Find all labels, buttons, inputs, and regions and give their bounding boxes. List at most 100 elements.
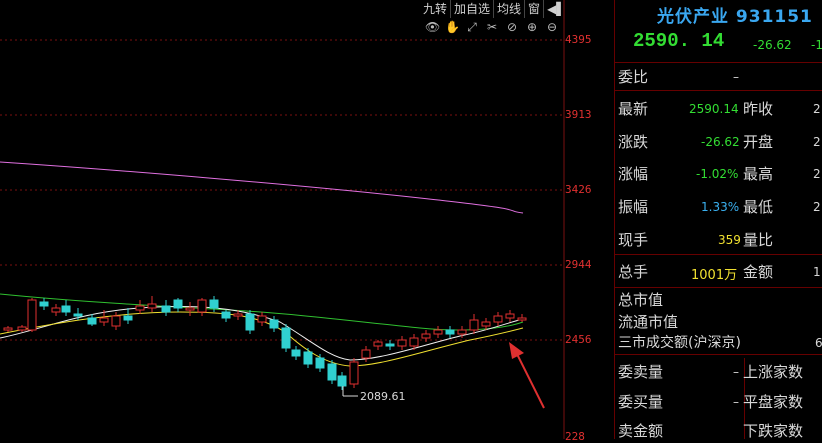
- flat-count-label: 平盘家数: [743, 393, 804, 411]
- sell-value: –: [733, 365, 739, 379]
- ma-yellow-line: [0, 311, 524, 367]
- scissors-icon[interactable]: ✂: [486, 20, 498, 34]
- amount-value: 1: [813, 265, 821, 279]
- prevclose-value: 2: [813, 102, 821, 116]
- toolbar-add-watchlist[interactable]: 加自选: [451, 0, 495, 18]
- zoom-out-icon[interactable]: ⊖: [546, 20, 558, 34]
- candle-body: [3, 327, 13, 331]
- pct-value: -1.02%: [696, 167, 739, 181]
- buy-value: –: [733, 395, 739, 409]
- candles: [3, 296, 527, 390]
- updown-value: -26.62: [701, 135, 740, 149]
- eye-icon[interactable]: 👁: [425, 20, 441, 34]
- pct-label: 涨幅: [618, 165, 649, 183]
- zoom-in-icon[interactable]: ⊕: [526, 20, 538, 34]
- candle-body: [303, 351, 313, 365]
- candle-body: [291, 349, 301, 357]
- candle-body: [315, 357, 325, 369]
- candle-body: [27, 299, 37, 331]
- candle-body: [99, 317, 109, 323]
- y-label: 228: [565, 430, 585, 443]
- amp-label: 振幅: [618, 198, 649, 216]
- candle-body: [421, 333, 431, 339]
- high-value: 2: [813, 167, 821, 181]
- amount-label: 金额: [743, 263, 774, 281]
- current-price: 2590. 14: [633, 30, 725, 52]
- low-label: 最低: [743, 198, 774, 216]
- candle-body: [209, 299, 219, 309]
- latest-label: 最新: [618, 100, 649, 118]
- candle-body: [111, 315, 121, 327]
- chart-toolbar: 九转 加自选 均线 窗 ◀▌: [420, 0, 569, 18]
- toolbar-ma[interactable]: 均线: [494, 0, 526, 18]
- total-value: 1001万: [691, 268, 738, 283]
- candle-body: [505, 313, 515, 319]
- prevclose-label: 昨收: [743, 100, 774, 118]
- y-label: 3426: [565, 183, 592, 196]
- latest-value: 2590.14: [689, 102, 739, 116]
- candle-body: [17, 326, 27, 331]
- candlestick-chart[interactable]: 2089.61: [0, 0, 565, 439]
- candle-body: [87, 317, 97, 325]
- weibi-value: –: [733, 70, 739, 84]
- candle-body: [361, 349, 371, 359]
- volratio-label: 量比: [743, 231, 774, 249]
- candle-body: [269, 319, 279, 329]
- candle-body: [327, 363, 337, 381]
- total-label: 总手: [618, 263, 649, 281]
- candle-body: [493, 315, 503, 323]
- candle-body: [397, 339, 407, 347]
- candle-body: [233, 313, 243, 317]
- candle-body: [197, 299, 207, 313]
- y-label: 2456: [565, 333, 592, 346]
- toolbar-nine-turn[interactable]: 九转: [420, 0, 452, 18]
- y-label: 2944: [565, 258, 592, 271]
- red-arrow-annotation: [509, 342, 545, 409]
- candle-body: [51, 307, 61, 313]
- turnover-label: 三市成交额(沪深京): [618, 335, 741, 351]
- open-label: 开盘: [743, 133, 774, 151]
- candle-body: [161, 305, 171, 313]
- ma-white-line: [0, 306, 524, 361]
- grid: [0, 39, 565, 341]
- toolbar-window[interactable]: 窗: [525, 0, 545, 18]
- amp-value: 1.33%: [701, 200, 740, 214]
- index-title: 光伏产业 931151: [657, 7, 813, 27]
- weibi-label: 委比: [618, 68, 649, 86]
- candle-body: [481, 321, 491, 327]
- candle-body: [385, 343, 395, 347]
- candle-body: [61, 305, 71, 313]
- mktcap-label: 总市值: [618, 291, 664, 309]
- ma-long-line: [0, 161, 524, 214]
- candle-body: [39, 301, 49, 307]
- expand-icon[interactable]: ⤢: [467, 20, 477, 34]
- candle-body: [281, 327, 291, 349]
- forbid-icon[interactable]: ⊘: [506, 20, 518, 34]
- turnover-value: 6: [815, 336, 822, 350]
- candle-body: [337, 375, 347, 387]
- sellamt-label: 卖金额: [618, 422, 664, 440]
- candle-body: [517, 317, 527, 321]
- y-label: 4395: [565, 33, 592, 46]
- candle-body: [409, 337, 419, 347]
- low-price-label: 2089.61: [360, 390, 406, 403]
- candle-body: [185, 307, 195, 311]
- high-label: 最高: [743, 165, 774, 183]
- floatcap-label: 流通市值: [618, 313, 679, 331]
- low-value: 2: [813, 200, 821, 214]
- hand-icon[interactable]: ✋: [445, 20, 460, 34]
- candle-body: [147, 303, 157, 309]
- candle-body: [173, 299, 183, 309]
- open-value: 2: [813, 135, 821, 149]
- candle-body: [457, 329, 467, 335]
- chart-tools: 👁 ✋ ⤢ ✂ ⊘ ⊕ ⊖: [425, 20, 559, 35]
- down-count-label: 下跌家数: [743, 422, 804, 440]
- candle-body: [349, 361, 359, 385]
- toolbar-arrow-icon[interactable]: ◀▌: [547, 2, 566, 16]
- candle-body: [433, 329, 443, 335]
- price-change-pct: -1: [811, 38, 822, 52]
- candle-body: [221, 311, 231, 319]
- candle-body: [245, 313, 255, 331]
- buy-label: 委买量: [618, 393, 664, 411]
- price-axis: 4395 3913 3426 2944 2456 228: [565, 0, 613, 443]
